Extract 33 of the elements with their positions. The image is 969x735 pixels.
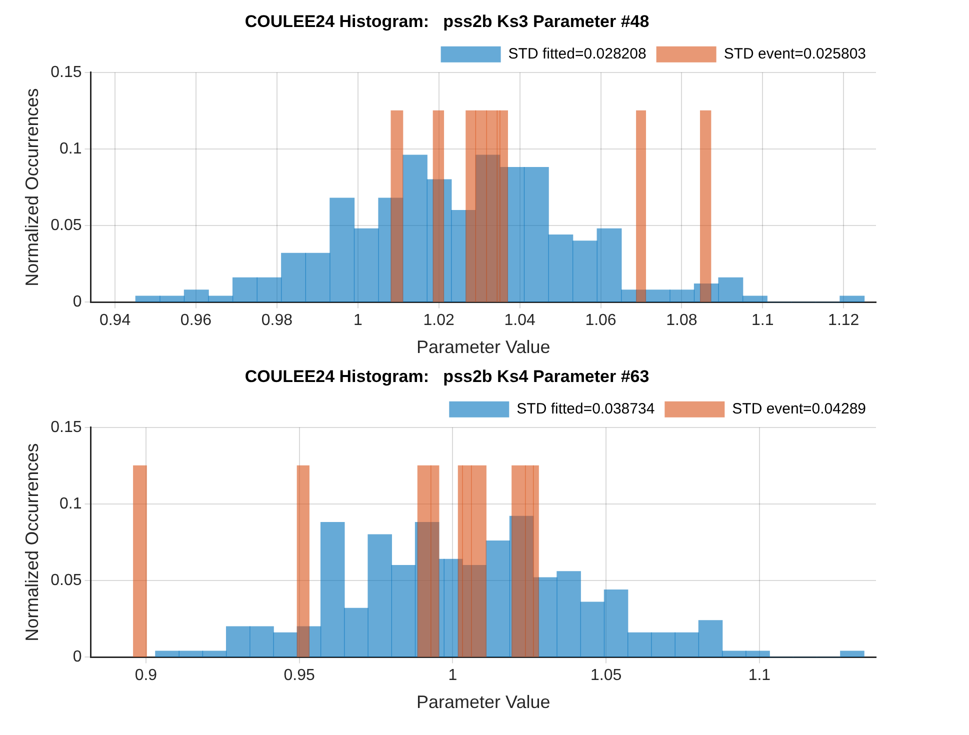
y-tick-label: 0.15 <box>50 418 82 436</box>
x-tick-label: 1.02 <box>423 312 455 330</box>
y-tick-label: 0.1 <box>59 495 82 512</box>
y-tick-label: 0 <box>72 648 82 666</box>
x-tick-label: 0.94 <box>99 312 131 330</box>
y-axis-title: Normalized Occurrences <box>22 88 42 286</box>
y-tick-label: 0.05 <box>50 572 82 590</box>
x-tick-label: 1.05 <box>590 667 622 684</box>
x-tick-label: 1.04 <box>504 312 536 330</box>
y-tick-label: 0 <box>72 294 82 311</box>
x-tick-label: 0.9 <box>134 667 158 684</box>
legend-label: STD fitted=0.038734 <box>516 400 655 418</box>
x-tick-label: 1.12 <box>828 312 860 330</box>
x-tick-label: 1.1 <box>748 667 771 684</box>
chart-title: COULEE24 Histogram: pss2b Ks4 Parameter #63 <box>244 366 650 386</box>
legend-label: STD fitted=0.028208 <box>508 46 646 63</box>
y-tick-label: 0.15 <box>50 64 82 81</box>
chart-title: COULEE24 Histogram: pss2b Ks3 Parameter #48 <box>244 12 650 31</box>
legend-label: STD event=0.025803 <box>724 46 866 63</box>
y-tick-label: 0.05 <box>50 217 82 234</box>
x-tick-label: 1.06 <box>585 312 616 330</box>
x-axis-title: Parameter Value <box>416 337 550 358</box>
y-tick-label: 0.1 <box>59 140 82 158</box>
x-axis-title: Parameter Value <box>416 692 550 712</box>
y-axis-title: Normalized Occurrences <box>22 443 42 642</box>
x-tick-label: 0.98 <box>261 312 293 330</box>
x-tick-label: 0.95 <box>284 667 315 684</box>
x-tick-label: 1 <box>448 667 458 684</box>
legend-label: STD event=0.04289 <box>732 400 866 418</box>
x-tick-label: 1.08 <box>666 312 698 330</box>
x-tick-label: 1.1 <box>752 312 774 330</box>
x-tick-label: 1 <box>353 312 362 330</box>
x-tick-label: 0.96 <box>180 312 212 330</box>
